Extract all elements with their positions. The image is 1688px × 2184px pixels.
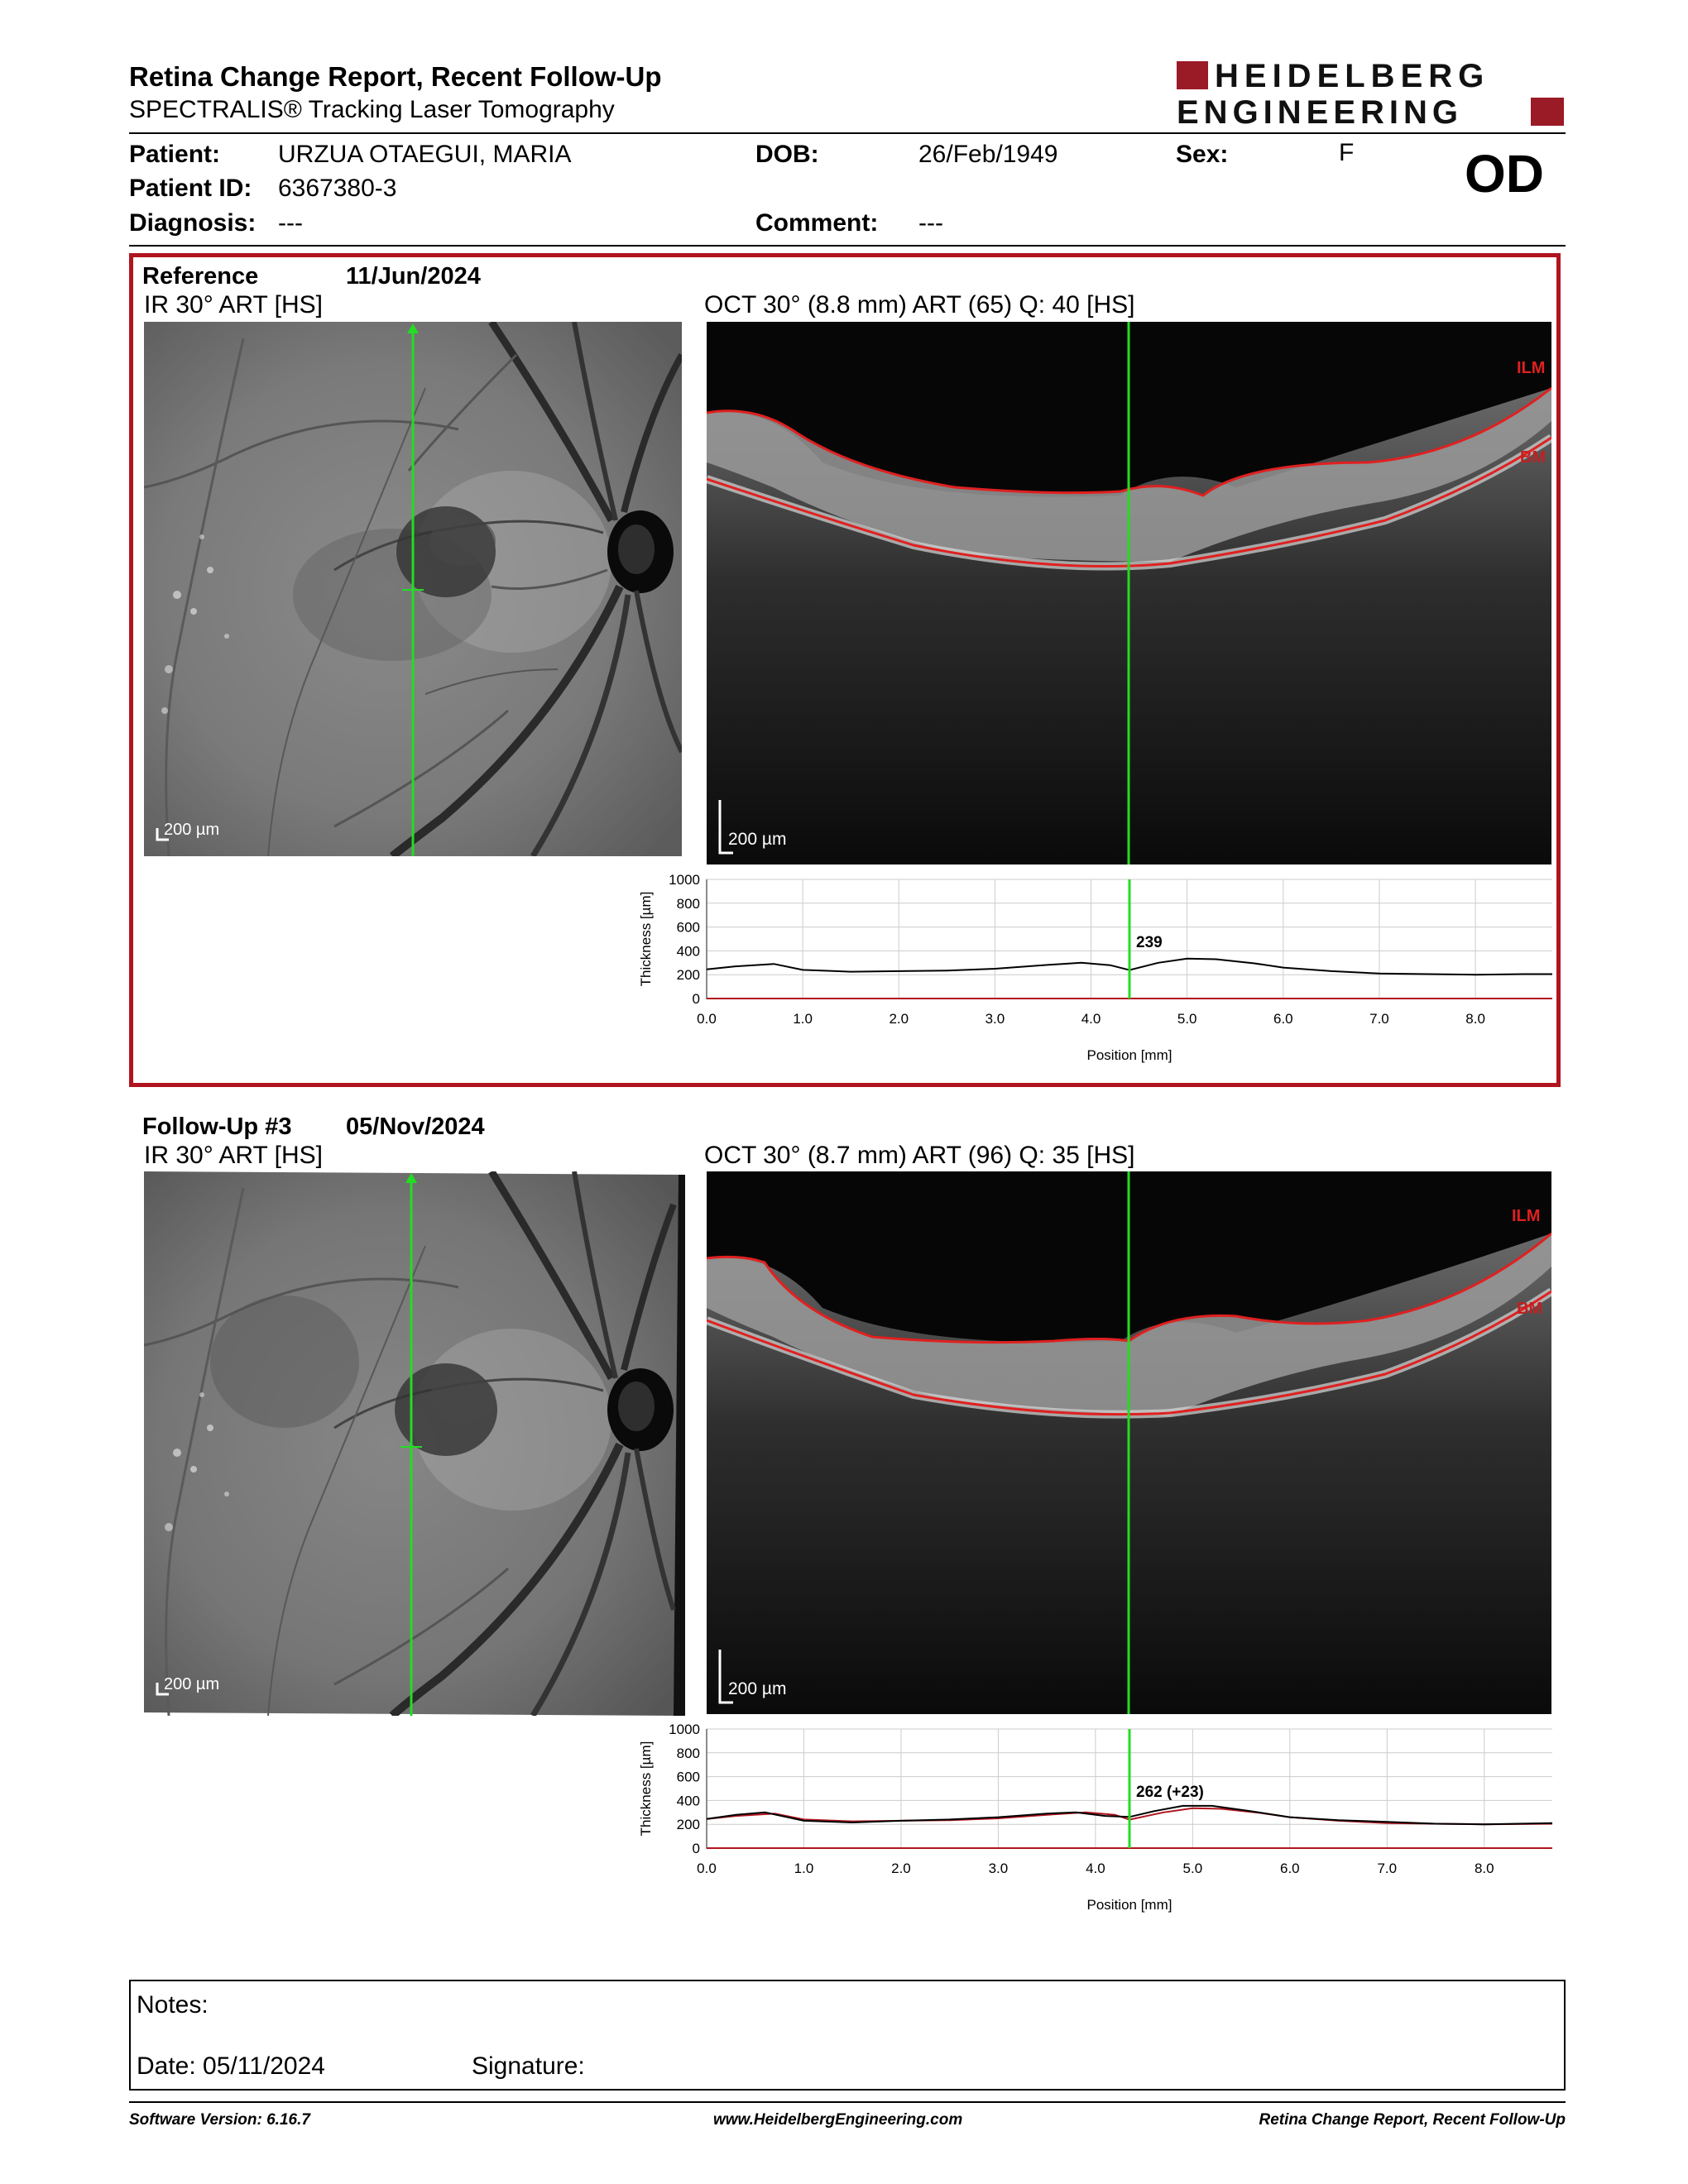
followup-oct-image: ILM BM 200 µm: [707, 1171, 1551, 1714]
followup-chart-xtick-label: 5.0: [1183, 1861, 1203, 1876]
followup-chart-ylabel: Thickness [µm]: [638, 1741, 654, 1837]
followup-chart-xtick-label: 3.0: [989, 1861, 1009, 1876]
reference-oct-image: ILM BM 200 µm: [707, 322, 1551, 864]
followup-label: Follow-Up #3: [142, 1114, 292, 1140]
followup-chart-xtick-label: 8.0: [1475, 1861, 1494, 1876]
followup-chart-xtick-label: 6.0: [1280, 1861, 1300, 1876]
followup-chart-ytick-label: 1000: [669, 1722, 700, 1737]
followup-chart-ytick-label: 600: [677, 1770, 700, 1785]
patient-name: URZUA OTAEGUI, MARIA: [278, 141, 572, 168]
followup-chart-ytick-label: 400: [677, 1793, 700, 1808]
notes-box: Notes: Date: 05/11/2024 Signature:: [129, 1980, 1566, 2091]
followup-thickness-chart: 0 200 400 600 800 1000 0.0 1.0 2.0 3.0 4.0 5.0 6.0 7.…: [638, 1722, 1553, 1913]
comment-label: Comment:: [755, 209, 879, 237]
followup-ir-caption: IR 30° ART [HS]: [144, 1142, 323, 1169]
notes-date: Date: 05/11/2024: [137, 2052, 325, 2080]
reference-frame: [129, 253, 1561, 1087]
patient-id-label: Patient ID:: [129, 175, 252, 202]
diagnosis-label: Diagnosis:: [129, 209, 257, 237]
reference-chart-xtick-label: 0.0: [697, 1011, 717, 1027]
reference-chart-xtick-label: 3.0: [985, 1011, 1005, 1027]
diagnosis-value: ---: [278, 209, 303, 237]
followup-chart-xtick-label: 0.0: [697, 1861, 717, 1876]
followup-chart-xlabel: Position [mm]: [1087, 1897, 1172, 1913]
followup-bm-label: BM: [1517, 1300, 1543, 1318]
reference-chart-ytick-label: 1000: [669, 873, 700, 888]
reference-chart-ytick-label: 600: [677, 920, 700, 936]
reference-ir-image: 200 µm: [144, 322, 682, 856]
followup-oct-scale: 200 µm: [728, 1679, 787, 1698]
reference-oct-caption: OCT 30° (8.8 mm) ART (65) Q: 40 [HS]: [704, 291, 1135, 318]
comment-value: ---: [918, 209, 943, 237]
followup-oct-caption: OCT 30° (8.7 mm) ART (96) Q: 35 [HS]: [704, 1142, 1135, 1169]
reference-chart-ytick-label: 200: [677, 967, 700, 983]
reference-bm-label: BM: [1520, 448, 1547, 467]
reference-chart-ytick-label: 800: [677, 896, 700, 912]
followup-chart-xtick-label: 7.0: [1377, 1861, 1397, 1876]
reference-label: Reference: [142, 263, 259, 290]
reference-thickness-chart: 0 200 400 600 800 1000 0.0 1.0 2.0 3.0 4.0 5.0 6.0 7.…: [638, 873, 1552, 1063]
reference-chart-xtick-label: 2.0: [889, 1011, 909, 1027]
reference-chart-xtick-label: 5.0: [1177, 1011, 1197, 1027]
followup-chart-xtick-label: 2.0: [891, 1861, 911, 1876]
followup-chart-xtick-label: 4.0: [1086, 1861, 1105, 1876]
reference-chart-xtick-label: 6.0: [1273, 1011, 1293, 1027]
reference-chart-cursor-value: 239: [1136, 934, 1163, 951]
followup-ir-image: 200 µm: [144, 1171, 685, 1716]
followup-chart-ytick-label: 200: [677, 1817, 700, 1832]
reference-ilm-label: ILM: [1517, 359, 1546, 377]
software-version: Software Version: 6.16.7: [129, 2111, 310, 2129]
footer-report-name: Retina Change Report, Recent Follow-Up: [1259, 2111, 1566, 2129]
reference-chart-xtick-label: 4.0: [1081, 1011, 1101, 1027]
followup-ilm-label: ILM: [1512, 1207, 1541, 1225]
logo-line2: ENGINEERING: [1177, 94, 1464, 131]
patient-id: 6367380-3: [278, 175, 397, 202]
reference-chart-ytick-label: 0: [693, 991, 700, 1007]
followup-chart-ytick-label: 800: [677, 1746, 700, 1761]
followup-date: 05/Nov/2024: [346, 1114, 485, 1140]
signature-label: Signature:: [472, 2052, 585, 2080]
reference-ir-scale: 200 µm: [164, 821, 220, 839]
reference-chart-xtick-label: 7.0: [1369, 1011, 1389, 1027]
sex-label: Sex:: [1176, 141, 1229, 168]
patient-label: Patient:: [129, 141, 221, 168]
followup-chart-cursor-value: 262 (+23): [1136, 1784, 1204, 1801]
followup-chart-xtick-label: 1.0: [794, 1861, 814, 1876]
followup-chart-series-line: [706, 1804, 1553, 1826]
reference-chart-xlabel: Position [mm]: [1087, 1047, 1172, 1063]
heidelberg-logo: HEIDELBERG ENGINEERING: [1177, 58, 1566, 129]
reference-oct-scale: 200 µm: [728, 830, 787, 849]
report-subtitle: SPECTRALIS® Tracking Laser Tomography: [129, 96, 615, 123]
reference-date: 11/Jun/2024: [346, 263, 481, 290]
eye-label: OD: [1465, 144, 1544, 204]
dob-value: 26/Feb/1949: [918, 141, 1058, 168]
website-link[interactable]: www.HeidelbergEngineering.com: [713, 2111, 963, 2129]
notes-label: Notes:: [137, 1991, 209, 2019]
dob-label: DOB:: [755, 141, 819, 168]
followup-chart-ytick-label: 0: [693, 1841, 700, 1856]
sex-value: F: [1339, 139, 1355, 166]
logo-line1: HEIDELBERG: [1215, 58, 1490, 94]
reference-chart-ytick-label: 400: [677, 943, 700, 959]
reference-chart-ylabel: Thickness [µm]: [638, 892, 654, 987]
followup-ir-scale: 200 µm: [164, 1675, 220, 1693]
reference-chart-xtick-label: 1.0: [793, 1011, 813, 1027]
reference-chart-xtick-label: 8.0: [1465, 1011, 1485, 1027]
reference-ir-caption: IR 30° ART [HS]: [144, 291, 323, 318]
report-title: Retina Change Report, Recent Follow-Up: [129, 61, 662, 92]
